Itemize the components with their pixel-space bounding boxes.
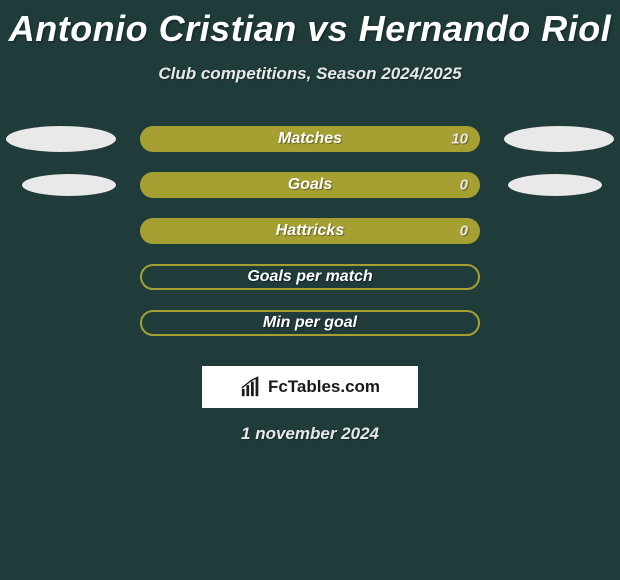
stat-row: Goals0 — [0, 162, 620, 208]
stat-bar: Hattricks0 — [140, 218, 480, 244]
stat-bar: Goals per match — [140, 264, 480, 290]
player-left-marker — [22, 174, 116, 196]
stat-row: Min per goal — [0, 300, 620, 346]
stat-value: 0 — [460, 223, 468, 240]
stat-bar: Min per goal — [140, 310, 480, 336]
brand-badge: FcTables.com — [202, 366, 418, 408]
stat-label: Hattricks — [140, 222, 480, 240]
stat-bar: Matches10 — [140, 126, 480, 152]
page-title: Antonio Cristian vs Hernando Riol — [0, 0, 620, 50]
stat-value: 0 — [460, 177, 468, 194]
stat-value: 10 — [451, 131, 468, 148]
brand-text: FcTables.com — [268, 377, 380, 397]
player-left-marker — [6, 126, 116, 152]
stat-label: Min per goal — [142, 314, 478, 332]
player-right-marker — [508, 174, 602, 196]
stat-label: Goals — [140, 176, 480, 194]
stats-list: Matches10Goals0Hattricks0Goals per match… — [0, 116, 620, 346]
stat-label: Goals per match — [142, 268, 478, 286]
stat-bar: Goals0 — [140, 172, 480, 198]
stat-row: Matches10 — [0, 116, 620, 162]
stat-row: Goals per match — [0, 254, 620, 300]
player-right-marker — [504, 126, 614, 152]
bar-chart-icon — [240, 376, 262, 398]
date-text: 1 november 2024 — [0, 424, 620, 444]
subtitle: Club competitions, Season 2024/2025 — [0, 64, 620, 84]
stats-comparison-infographic: Antonio Cristian vs Hernando Riol Club c… — [0, 0, 620, 580]
stat-label: Matches — [140, 130, 480, 148]
stat-row: Hattricks0 — [0, 208, 620, 254]
